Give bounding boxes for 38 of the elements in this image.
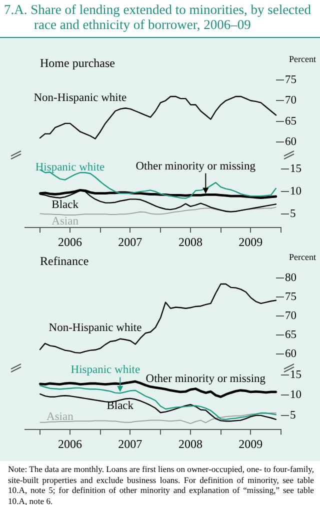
series-label: Asian xyxy=(46,411,74,424)
x-tick-label: 2008 xyxy=(178,234,202,249)
y-tick-label: 5 xyxy=(290,409,296,422)
y-tick-label: 75 xyxy=(285,290,297,303)
y-tick-label: 65 xyxy=(285,329,297,342)
chart-title: 7.A. Share of lending extended to minorities, by selected race and ethnicity of borrower, 2006–09 xyxy=(4,2,312,32)
y-tick-label: 10 xyxy=(290,186,302,198)
y-tick-label: 15 xyxy=(290,163,302,176)
series-label: Hispanic white xyxy=(70,364,140,376)
y-tick-label: 80 xyxy=(285,272,297,284)
y-tick-label: 60 xyxy=(285,348,297,360)
x-tick-label: 2007 xyxy=(118,436,142,451)
x-tick-label: 2009 xyxy=(238,436,263,451)
y-axis-title: Percent xyxy=(289,54,316,64)
chart-subtitle: Home purchase xyxy=(40,56,115,71)
x-tick-label: 2007 xyxy=(118,234,142,249)
x-tick-label: 2006 xyxy=(58,436,82,451)
series-label: Hispanic white xyxy=(35,162,105,174)
x-tick-label: 2008 xyxy=(178,436,202,451)
y-tick-label: 70 xyxy=(285,310,297,322)
series-label: Other minority or missing xyxy=(146,373,266,386)
series-label: Non-Hispanic white xyxy=(34,92,127,104)
y-tick-label: 70 xyxy=(285,94,297,107)
y-tick-label: 65 xyxy=(285,115,297,128)
series-label: Other minority or missing xyxy=(136,160,256,172)
text: Note: The data are monthly. Loans are first liens on owner-occupied, one- to four-family, site-built properties and exclude business loans. For definition of minority, see table 10.A, note 5; for definition of other minority and explanation of “missing,” see table 10.A, note 6. xyxy=(8,464,314,505)
y-tick-label: 5 xyxy=(290,208,296,220)
x-tick-label: 2006 xyxy=(58,234,82,249)
y-tick-label: 75 xyxy=(285,74,297,86)
y-axis-title: Percent xyxy=(289,252,316,262)
series-label: Asian xyxy=(52,215,79,228)
y-tick-label: 15 xyxy=(290,369,302,382)
chart-subtitle: Refinance xyxy=(40,254,89,269)
x-tick-label: 2009 xyxy=(238,234,263,249)
series-label: Non-Hispanic white xyxy=(48,322,142,334)
y-tick-label: 60 xyxy=(285,136,297,148)
y-tick-label: 10 xyxy=(290,389,302,402)
series-label: Black xyxy=(52,199,79,212)
